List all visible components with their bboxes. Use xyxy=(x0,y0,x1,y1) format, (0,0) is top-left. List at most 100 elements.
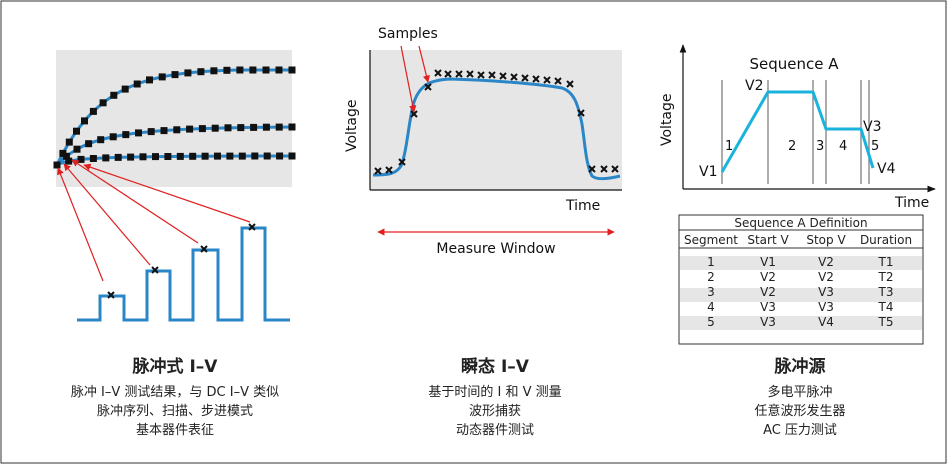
iv-marker xyxy=(214,152,221,160)
iv-marker xyxy=(250,123,258,131)
transient-marker xyxy=(588,165,596,173)
table-header-cell: Duration xyxy=(860,233,912,247)
transient-marker xyxy=(424,83,432,91)
transient-waveform xyxy=(372,77,621,181)
iv-marker xyxy=(85,140,93,148)
iv-marker xyxy=(211,124,219,132)
iv-marker xyxy=(171,71,179,79)
transient-plot-background xyxy=(370,50,622,190)
transient-iv-line-2: 波形捕获 xyxy=(468,404,521,419)
iv-marker xyxy=(127,153,135,161)
table-caption: Sequence A Definition xyxy=(734,216,867,230)
table-row-shade-3 xyxy=(680,288,922,302)
transient-marker xyxy=(466,70,474,78)
table-row-shade-1 xyxy=(680,256,922,270)
iv-curve-top xyxy=(55,68,292,166)
iv-marker xyxy=(198,125,206,133)
iv-marker xyxy=(186,125,194,133)
pulse-marker-3 xyxy=(200,245,208,253)
iv-marker xyxy=(77,155,85,163)
iv-marker xyxy=(81,117,88,125)
iv-marker xyxy=(97,136,105,144)
transient-marker xyxy=(521,74,529,82)
iv-marker xyxy=(133,80,141,88)
pulse-marker-4 xyxy=(248,223,256,231)
segment-1-label: 1 xyxy=(725,139,733,154)
table-header-cell: Start V xyxy=(747,233,789,247)
transient-marker xyxy=(444,70,452,78)
transient-sample-markers xyxy=(374,69,619,175)
iv-marker xyxy=(262,66,270,74)
iv-marker xyxy=(65,138,73,146)
pulsed-iv-line-2: 脉冲序列、扫描、步进模式 xyxy=(96,404,253,419)
transient-marker xyxy=(532,75,540,83)
arrow-pulse-2 xyxy=(63,163,151,266)
transient-marker xyxy=(434,69,442,77)
iv-marker xyxy=(275,123,283,131)
arrow-pulse-1 xyxy=(57,167,104,282)
iv-marker xyxy=(121,85,129,93)
iv-marker xyxy=(158,73,166,81)
transient-iv-panel: Samples Voltage Time Measure Window xyxy=(344,26,622,257)
table-cell: 5 xyxy=(707,315,715,329)
iv-marker xyxy=(114,153,122,161)
iv-marker xyxy=(210,67,218,75)
sequence-x-label: Time xyxy=(894,195,929,211)
arrow-pulse-4 xyxy=(83,163,251,223)
table-cell: 2 xyxy=(707,270,715,284)
iv-marker xyxy=(238,152,246,160)
table-cell: V3 xyxy=(760,300,776,314)
samples-arrow-2 xyxy=(418,45,430,83)
transient-marker xyxy=(477,71,485,79)
table-cell: T3 xyxy=(878,285,894,299)
iv-marker xyxy=(102,154,110,162)
sequence-y-label: Voltage xyxy=(659,93,675,146)
pulsed-iv-panel xyxy=(53,50,296,322)
iv-marker xyxy=(152,153,159,161)
iv-marker xyxy=(139,153,147,161)
transient-marker xyxy=(611,165,619,173)
iv-marker xyxy=(249,66,257,74)
pulse-source-title: 脉冲源 xyxy=(774,357,826,377)
table-cell: 3 xyxy=(707,285,715,299)
table-cell: T4 xyxy=(878,300,894,314)
iv-marker xyxy=(251,152,259,160)
iv-marker xyxy=(73,127,80,135)
pulse-source-panel: Sequence A Voltage Time V1 V2 V3 V4 1 2 … xyxy=(659,44,936,345)
iv-marker xyxy=(122,131,130,139)
iv-marker xyxy=(288,66,296,74)
table-cell: V1 xyxy=(760,255,776,269)
iv-marker xyxy=(62,152,70,160)
segment-4-label: 4 xyxy=(839,139,847,154)
iv-marker xyxy=(135,129,142,137)
iv-marker xyxy=(276,152,284,160)
transient-marker xyxy=(385,166,393,174)
table-cell: T1 xyxy=(878,255,894,269)
table-cell: T2 xyxy=(878,270,894,284)
transient-marker xyxy=(577,109,585,117)
pulsed-iv-line-1: 脉冲 I–V 测试结果，与 DC I–V 类似 xyxy=(70,385,280,400)
table-cell: V4 xyxy=(818,315,834,329)
iv-marker xyxy=(262,123,270,131)
table-cell: T5 xyxy=(878,315,894,329)
transient-iv-title: 瞬态 I–V xyxy=(461,357,529,377)
transient-iv-caption: 瞬态 I–V 基于时间的 I 和 V 测量 波形捕获 动态器件测试 xyxy=(360,352,630,440)
pulse-source-line-3: AC 压力测试 xyxy=(763,423,837,438)
iv-marker xyxy=(65,157,73,165)
pulsed-iv-caption: 脉冲式 I–V 脉冲 I–V 测试结果，与 DC I–V 类似 脉冲序列、扫描、… xyxy=(30,352,320,440)
samples-label: Samples xyxy=(378,26,438,42)
pulse-source-line-1: 多电平脉冲 xyxy=(767,385,833,400)
table-header-cell: Stop V xyxy=(806,233,846,247)
sequence-waveform xyxy=(720,90,875,173)
table-cell: V2 xyxy=(760,270,776,284)
pulsed-iv-title: 脉冲式 I–V xyxy=(132,357,218,377)
iv-marker xyxy=(288,152,296,160)
table-cell: V2 xyxy=(818,270,834,284)
iv-marker xyxy=(147,128,155,136)
pulsed-iv-line-3: 基本器件表征 xyxy=(135,423,214,438)
iv-marker xyxy=(89,107,97,115)
transient-marker xyxy=(488,71,496,79)
